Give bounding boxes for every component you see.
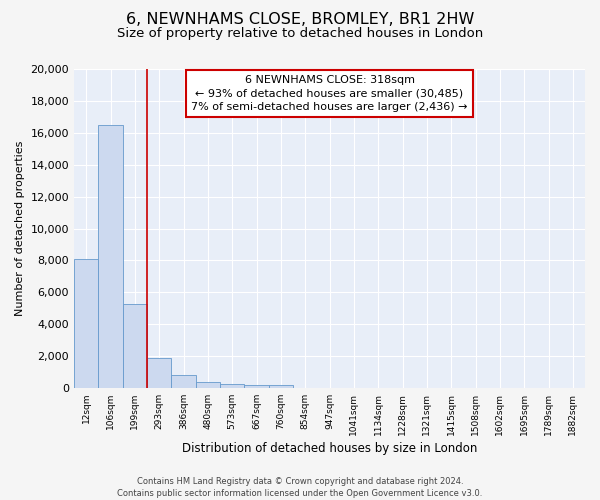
Bar xyxy=(269,385,293,388)
Bar xyxy=(147,358,172,388)
Bar xyxy=(74,259,98,388)
Bar xyxy=(196,382,220,388)
Bar xyxy=(98,125,123,388)
Text: Size of property relative to detached houses in London: Size of property relative to detached ho… xyxy=(117,28,483,40)
Bar xyxy=(244,385,269,388)
Bar xyxy=(220,384,244,388)
Text: 6, NEWNHAMS CLOSE, BROMLEY, BR1 2HW: 6, NEWNHAMS CLOSE, BROMLEY, BR1 2HW xyxy=(126,12,474,28)
Bar xyxy=(172,376,196,388)
X-axis label: Distribution of detached houses by size in London: Distribution of detached houses by size … xyxy=(182,442,477,455)
Bar xyxy=(123,304,147,388)
Text: Contains HM Land Registry data © Crown copyright and database right 2024.
Contai: Contains HM Land Registry data © Crown c… xyxy=(118,476,482,498)
Text: 6 NEWNHAMS CLOSE: 318sqm
← 93% of detached houses are smaller (30,485)
7% of sem: 6 NEWNHAMS CLOSE: 318sqm ← 93% of detach… xyxy=(191,76,468,112)
Y-axis label: Number of detached properties: Number of detached properties xyxy=(15,141,25,316)
